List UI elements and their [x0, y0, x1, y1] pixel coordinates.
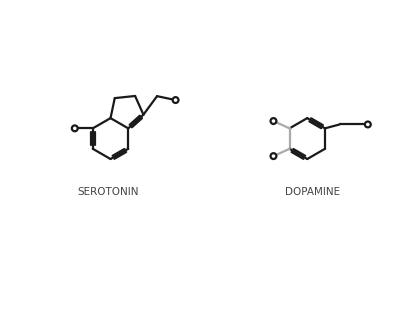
- Circle shape: [270, 153, 276, 159]
- Circle shape: [365, 122, 371, 127]
- Text: SEROTONIN: SEROTONIN: [78, 187, 139, 197]
- Circle shape: [173, 97, 178, 103]
- Text: DOPAMINE: DOPAMINE: [285, 187, 340, 197]
- Circle shape: [72, 125, 78, 131]
- Circle shape: [270, 118, 276, 124]
